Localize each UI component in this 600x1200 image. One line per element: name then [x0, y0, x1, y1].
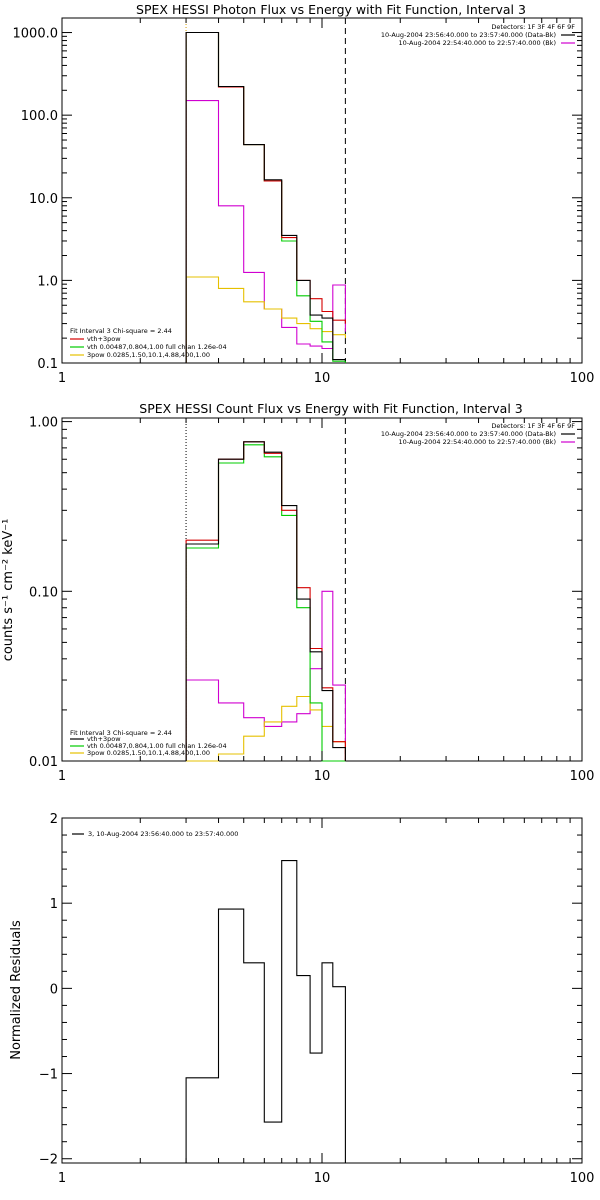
panel3-ytick-label: −1	[39, 1068, 58, 1083]
panel1-legend-left: Fit Interval 3 Chi-square = 2.44 vth+3po…	[70, 327, 227, 359]
panel3-x-ticks: 1 10 100	[58, 818, 595, 1186]
panel3-xtick-label: 100	[570, 1171, 595, 1186]
panel2-ytick-label: 0.10	[29, 585, 58, 600]
panel2-legend-vth-label: vth 0.00487,0.804,1.00 full chian 1.26e-…	[87, 742, 227, 750]
panel1-xtick-label: 10	[314, 371, 331, 386]
panel2-legend-3pow-label: 3pow 0.0285,1.50,10.1,4.88,400,1.00	[87, 749, 210, 757]
panel1-ytick-label: 100.0	[21, 109, 58, 124]
panel3-y-axis-label: Normalized Residuals	[9, 920, 24, 1060]
panel2-fit-header: Fit Interval 3 Chi-square = 2.44	[70, 729, 172, 737]
panel2-x-ticks: 1 10 100	[58, 418, 595, 784]
count-flux-panel: SPEX HESSI Count Flux vs Energy with Fit…	[1, 401, 594, 784]
panel3-xtick-label: 1	[58, 1171, 66, 1186]
panel2-xtick-label: 100	[570, 769, 595, 784]
panel1-legend-vth-label: vth 0.00487,0.804,1.00 full chian 1.26e-…	[87, 343, 227, 351]
panel3-ytick-label: −2	[39, 1153, 58, 1168]
panel2-xtick-label: 1	[58, 769, 66, 784]
panel3-legend-label: 3, 10-Aug-2004 23:56:40.000 to 23:57:40.…	[88, 830, 238, 838]
panel1-legend-total-label: vth+3pow	[87, 335, 121, 343]
panel2-series-bk	[185, 590, 346, 761]
panel2-ytick-label: 1.00	[29, 416, 58, 431]
panel1-y-ticks: 0.1 1.0 10.0 100.0 1000.0	[13, 27, 582, 372]
panel2-detectors: Detectors: 1F 3F 4F 6F 9F	[491, 422, 575, 430]
panel1-legend-bk-label: 10-Aug-2004 22:54:40.000 to 22:57:40.000…	[399, 39, 556, 47]
panel2-series	[185, 441, 346, 762]
panel1-detectors: Detectors: 1F 3F 4F 6F 9F	[491, 23, 575, 31]
panel3-series-residuals	[185, 860, 346, 1163]
panel3-ytick-label: 1	[50, 897, 58, 912]
panel1-ytick-label: 10.0	[29, 192, 58, 207]
panel2-y-axis-label: counts s⁻¹ cm⁻² keV⁻¹	[1, 519, 16, 662]
panel3-series	[185, 860, 346, 1163]
photon-flux-panel: SPEX HESSI Photon Flux vs Energy with Fi…	[13, 2, 595, 386]
panel2-series-data	[185, 441, 346, 761]
panel2-legend-left: Fit Interval 3 Chi-square = 2.44 vth+3po…	[70, 729, 227, 757]
panel1-legend-3pow-label: 3pow 0.0285,1.50,10.1,4.88,400,1.00	[87, 351, 210, 359]
panel3-xtick-label: 10	[314, 1171, 331, 1186]
panel1-series-data	[185, 31, 346, 363]
panel1-legend-right: Detectors: 1F 3F 4F 6F 9F 10-Aug-2004 23…	[381, 23, 575, 47]
panel1-fit-header: Fit Interval 3 Chi-square = 2.44	[70, 327, 172, 335]
panel1-xtick-label: 1	[58, 371, 66, 386]
panel1-title: SPEX HESSI Photon Flux vs Energy with Fi…	[136, 2, 526, 17]
panel3-ytick-label: 2	[50, 812, 58, 827]
panel1-legend-data-label: 10-Aug-2004 23:56:40.000 to 23:57:40.000…	[381, 31, 556, 39]
panel2-y-ticks: 0.01 0.10 1.00	[29, 416, 582, 770]
panel1-series-vth	[185, 31, 346, 363]
panel3-y-ticks: −2 −1 0 1 2	[39, 812, 582, 1168]
panel1-series-bk	[185, 100, 346, 363]
panel1-series-3pow	[185, 276, 346, 363]
panel2-xtick-label: 10	[314, 769, 331, 784]
panel1-series	[185, 31, 346, 363]
panel1-ytick-label: 1000.0	[13, 27, 59, 42]
panel2-ytick-label: 0.01	[29, 755, 58, 770]
panel2-legend-right: Detectors: 1F 3F 4F 6F 9F 10-Aug-2004 23…	[381, 422, 575, 446]
panel2-legend-data-label: 10-Aug-2004 23:56:40.000 to 23:57:40.000…	[381, 430, 556, 438]
panel1-xtick-label: 100	[570, 371, 595, 386]
panel1-ytick-label: 1.0	[37, 274, 58, 289]
panel2-legend-total-label: vth+3pow	[87, 735, 121, 743]
panel1-series-total	[185, 31, 346, 363]
panel2-legend-bk-label: 10-Aug-2004 22:54:40.000 to 22:57:40.000…	[399, 438, 556, 446]
panel2-title: SPEX HESSI Count Flux vs Energy with Fit…	[139, 401, 522, 416]
panel3-ytick-label: 0	[50, 982, 58, 997]
panel1-ytick-label: 0.1	[37, 357, 58, 372]
residuals-panel: −2 −1 0 1 2 1 10 100 Normalized Residuals 3, 1…	[9, 812, 594, 1186]
panel1-x-ticks: 1 10 100	[58, 18, 595, 386]
